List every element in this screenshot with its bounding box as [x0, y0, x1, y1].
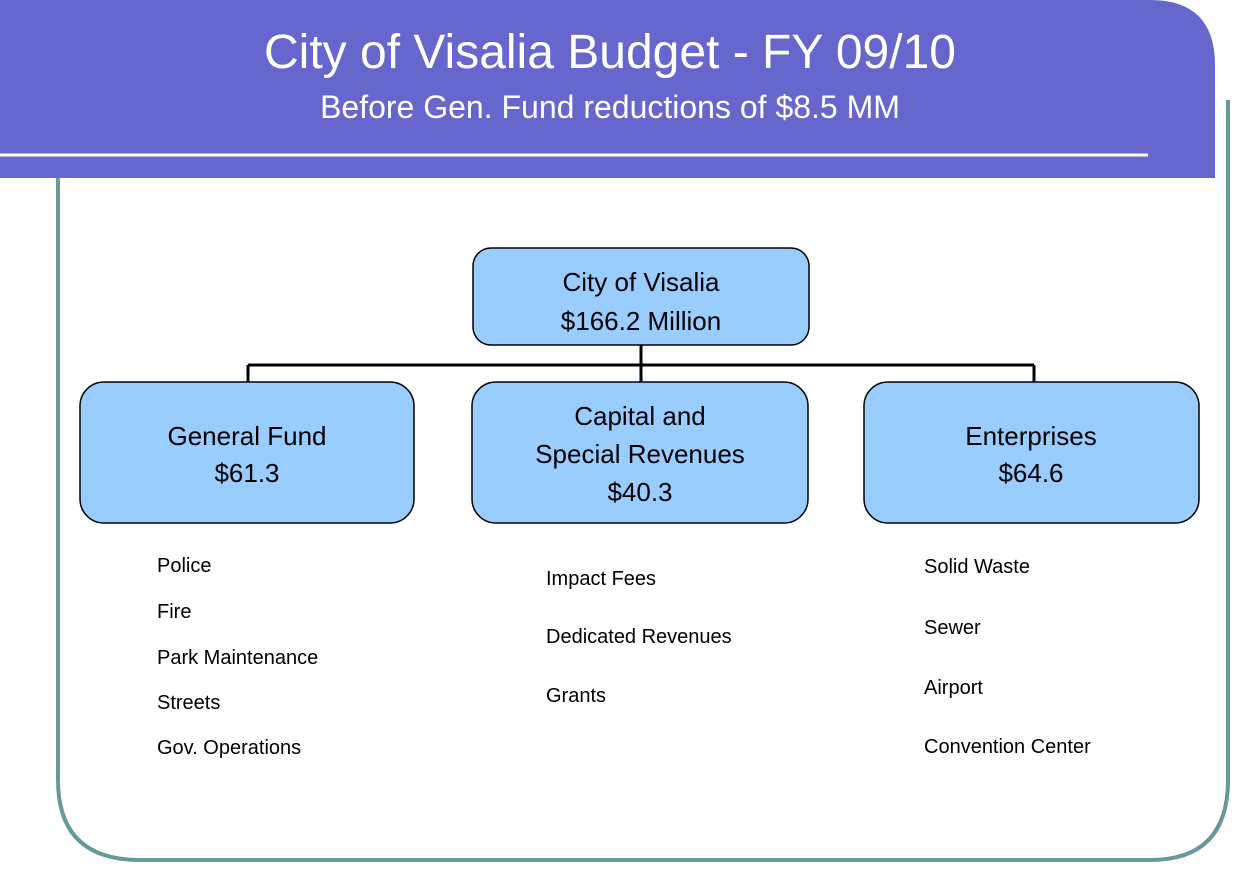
- list-item: Park Maintenance: [157, 647, 318, 669]
- header-band: [0, 0, 1215, 178]
- list-item: Fire: [157, 601, 191, 623]
- list-item: Grants: [546, 685, 606, 707]
- list-item: Solid Waste: [924, 556, 1030, 578]
- node-labels: City of Visalia $166.2 Million General F…: [168, 267, 1097, 507]
- node-label: Special Revenues: [535, 439, 745, 469]
- list-item: Convention Center: [924, 736, 1091, 758]
- node-box: [863, 381, 1200, 524]
- node-box: [471, 381, 809, 524]
- node-label: City of Visalia: [562, 267, 720, 297]
- list-item: Dedicated Revenues: [546, 626, 732, 648]
- frame: [56, 100, 1230, 862]
- node-label: $64.6: [998, 458, 1063, 488]
- node-label: Capital and: [574, 401, 706, 431]
- node-label: Enterprises: [965, 421, 1097, 451]
- lists: Police Fire Park Maintenance Streets Gov…: [157, 555, 1091, 759]
- list-item: Streets: [157, 692, 220, 714]
- list-item: Airport: [924, 677, 983, 699]
- node-box: [79, 381, 415, 524]
- list-item: Gov. Operations: [157, 737, 301, 759]
- node-label: $40.3: [607, 477, 672, 507]
- connectors: [246, 345, 1036, 382]
- list-item: Sewer: [924, 617, 981, 639]
- node-label: General Fund: [168, 421, 327, 451]
- node-label: $61.3: [214, 458, 279, 488]
- node-box: [472, 247, 810, 346]
- title: City of Visalia Budget - FY 09/10: [264, 26, 956, 79]
- node-label: $166.2 Million: [561, 306, 721, 336]
- list-item: Impact Fees: [546, 568, 656, 590]
- list-item: Police: [157, 555, 211, 577]
- subtitle: Before Gen. Fund reductions of $8.5 MM: [320, 89, 900, 125]
